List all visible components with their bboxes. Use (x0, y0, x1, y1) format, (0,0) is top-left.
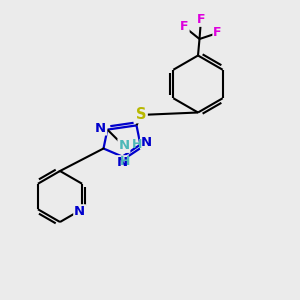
Text: F: F (213, 26, 222, 40)
Text: F: F (197, 13, 205, 26)
Text: H: H (120, 155, 130, 168)
Text: N: N (117, 156, 128, 169)
Text: H: H (131, 138, 142, 151)
Text: F: F (180, 20, 189, 34)
Text: N: N (74, 205, 85, 218)
Text: S: S (136, 107, 147, 122)
Text: N: N (141, 136, 152, 149)
Text: N: N (118, 139, 130, 152)
Text: N: N (95, 122, 106, 135)
